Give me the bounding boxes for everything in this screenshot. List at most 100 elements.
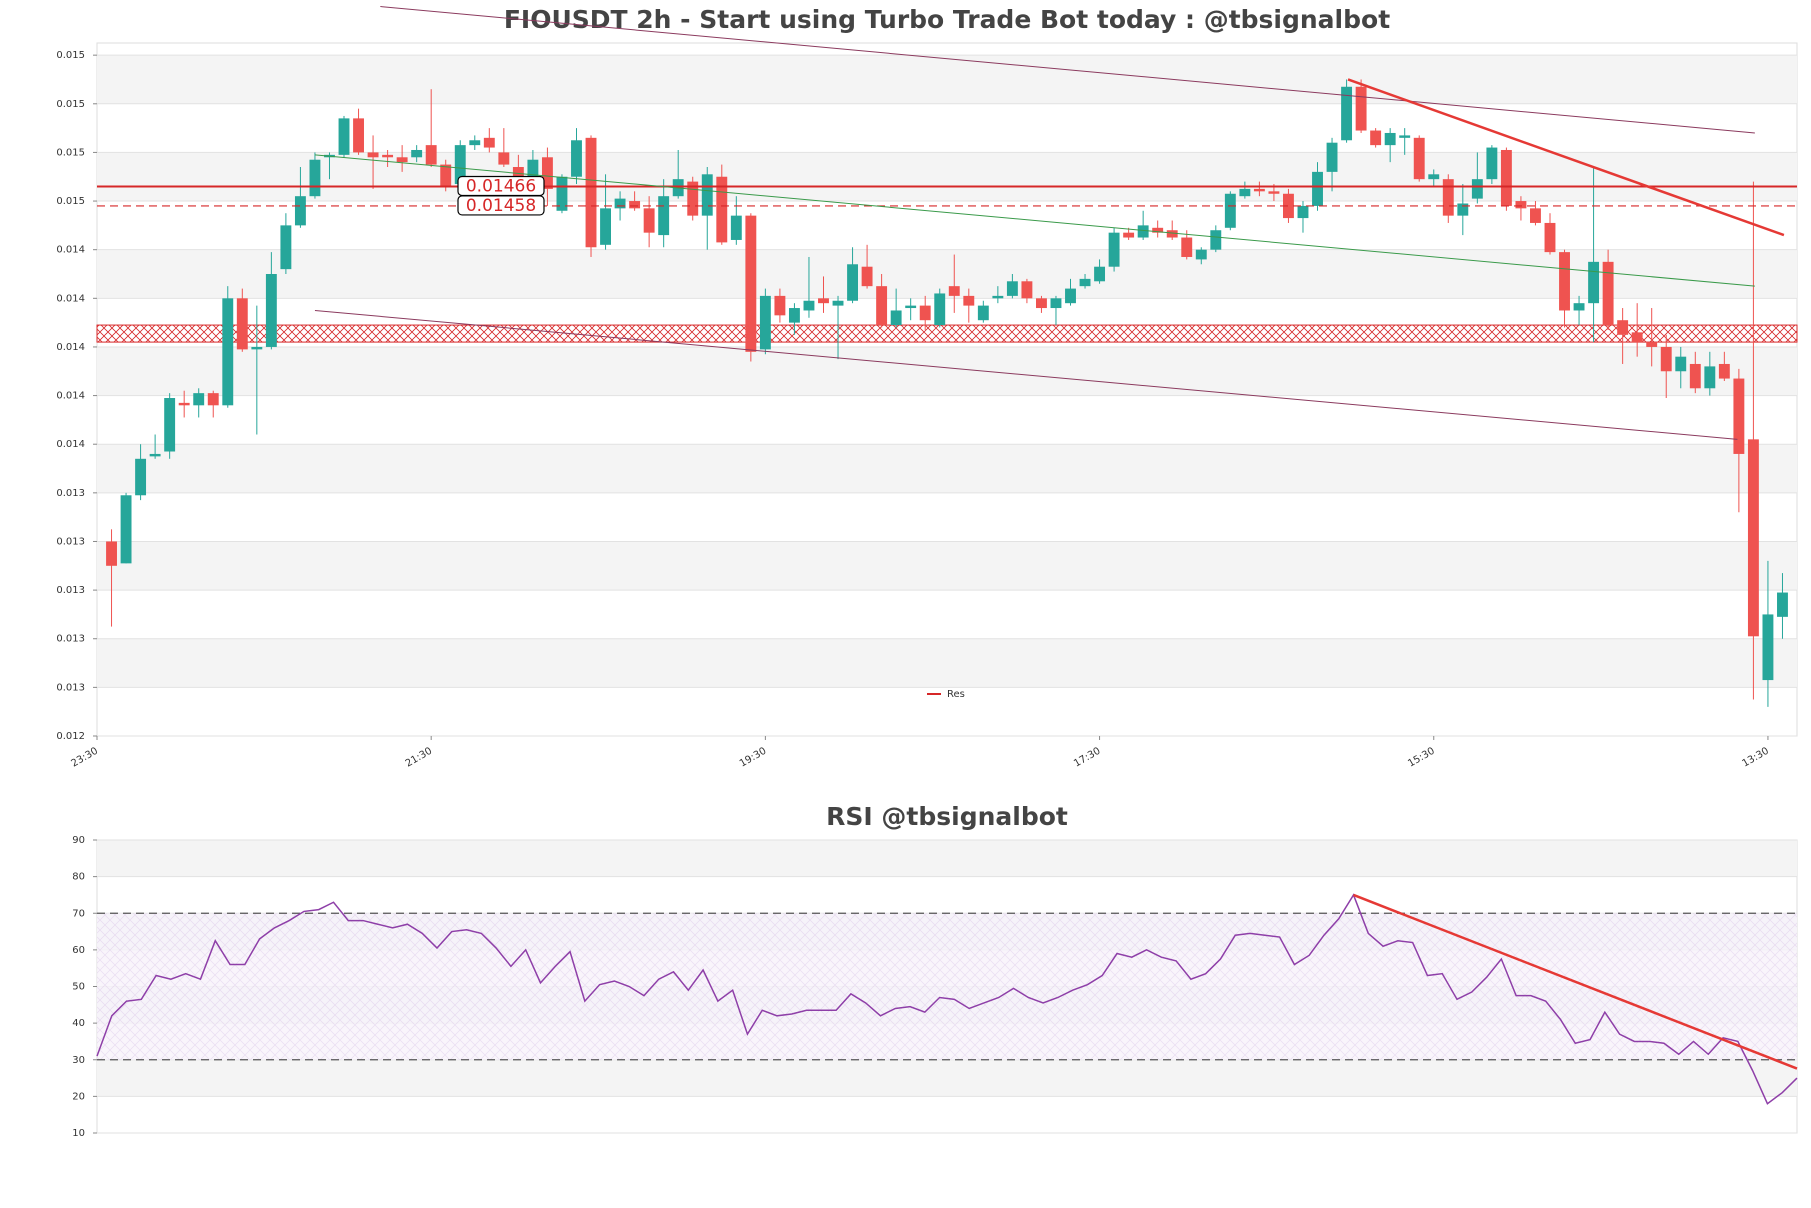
background-band: [97, 152, 1797, 202]
candle-body: [745, 215, 757, 352]
chart-title: RSI @tbsignalbot: [826, 802, 1068, 831]
candle-body: [890, 310, 902, 326]
candle-body: [1747, 439, 1759, 637]
candle-body: [1094, 266, 1106, 282]
y-tick-label: 0.015: [56, 99, 85, 110]
level-label-box: [457, 195, 545, 216]
candle-body: [1631, 332, 1643, 343]
x-tick-label: 23:30: [70, 746, 100, 770]
candle-body: [1718, 363, 1730, 379]
trend-line: [314, 154, 1755, 287]
candle-body: [992, 295, 1004, 299]
candle-body: [818, 298, 829, 304]
trend-line: [1347, 78, 1785, 237]
candle-body: [1253, 188, 1265, 192]
candle-body: [236, 298, 248, 350]
candle-body: [120, 495, 132, 564]
background-band: [97, 840, 1797, 877]
candle-body: [367, 152, 379, 158]
candle-body: [178, 402, 190, 406]
candle-body: [382, 154, 394, 158]
candle-body: [1617, 320, 1629, 335]
y-tick-label: 30: [72, 1055, 85, 1066]
candle-body: [1137, 225, 1149, 238]
x-tick-label: 21:30: [404, 746, 434, 770]
candle-body: [265, 274, 277, 347]
candle-body: [1050, 298, 1062, 309]
candle-body: [1355, 86, 1367, 131]
x-tick-label: 19:30: [738, 746, 768, 770]
rsi-panel: 10 20 30 40 50 60 70 80 90 RSI @tbsignalbot: [72, 802, 1798, 1139]
x-tick-label: 13:30: [1740, 746, 1770, 770]
candle-body: [788, 308, 800, 323]
candle-body: [251, 346, 263, 350]
candle-body: [1689, 363, 1701, 389]
background-band: [97, 638, 1797, 688]
y-tick-label: 0.013: [56, 682, 85, 693]
candle-body: [541, 157, 553, 189]
candle-body: [832, 300, 844, 306]
candle-body: [411, 149, 423, 158]
candle-body: [1762, 614, 1774, 681]
candle-body: [919, 305, 931, 321]
candle-body: [571, 140, 582, 177]
candle-body: [658, 196, 670, 236]
zone: [96, 324, 1798, 343]
candle-body: [1515, 201, 1527, 209]
y-tick-label: 0.014: [56, 391, 85, 402]
candle-body: [483, 137, 495, 148]
candle-body: [527, 159, 539, 187]
price-panel: 0.012 0.013 0.013 0.013 0.013 0.013 0.014 0.014…: [56, 5, 1798, 770]
candle-body: [1733, 378, 1745, 454]
candle-body: [1195, 249, 1207, 260]
y-tick-label: 0.013: [56, 585, 85, 596]
candle-body: [454, 145, 466, 185]
candle-body: [1181, 237, 1193, 257]
y-tick-label: 0.015: [56, 50, 85, 61]
y-tick-label: 0.014: [56, 293, 85, 304]
candle-body: [396, 157, 408, 163]
candle-body: [1297, 205, 1309, 219]
candle-body: [687, 181, 699, 216]
candle-body: [106, 541, 117, 566]
candle-body: [1559, 252, 1570, 311]
background-band: [97, 346, 1797, 396]
candle-body: [614, 198, 626, 209]
rsi-line: [96, 893, 1798, 1105]
candle-body: [1035, 298, 1047, 309]
candle-body: [222, 298, 234, 406]
candle-body: [1704, 366, 1716, 389]
y-tick-label: 40: [72, 1018, 85, 1029]
y-tick-label: 80: [72, 872, 85, 883]
candle-body: [440, 164, 452, 187]
candle-body: [1210, 230, 1222, 250]
y-tick-label: 0.015: [56, 147, 85, 158]
candle-body: [425, 145, 437, 165]
candle-body: [934, 293, 946, 326]
candle-body: [280, 225, 292, 270]
candle-body: [1312, 171, 1323, 206]
background-band: [97, 541, 1797, 591]
y-tick-label: 0.014: [56, 245, 85, 256]
candle-body: [1457, 203, 1469, 216]
y-tick-label: 0.013: [56, 634, 85, 645]
candle-body: [600, 208, 611, 245]
candle-body: [1341, 86, 1353, 141]
candle-body: [1152, 227, 1164, 233]
candle-body: [498, 152, 510, 165]
candle-body: [861, 266, 873, 287]
level-band: [97, 913, 1797, 1060]
x-tick-label: 15:30: [1406, 746, 1436, 770]
candle-body: [1500, 149, 1512, 206]
candle-body: [948, 286, 960, 296]
candle-body: [1326, 142, 1338, 172]
candle-body: [803, 300, 815, 311]
candle-body: [1428, 174, 1440, 180]
legend-label: Res: [947, 689, 965, 700]
trend-line: [380, 6, 1755, 134]
candle-body: [643, 208, 655, 233]
candle-body: [585, 137, 597, 248]
y-tick-label: 90: [72, 835, 85, 846]
